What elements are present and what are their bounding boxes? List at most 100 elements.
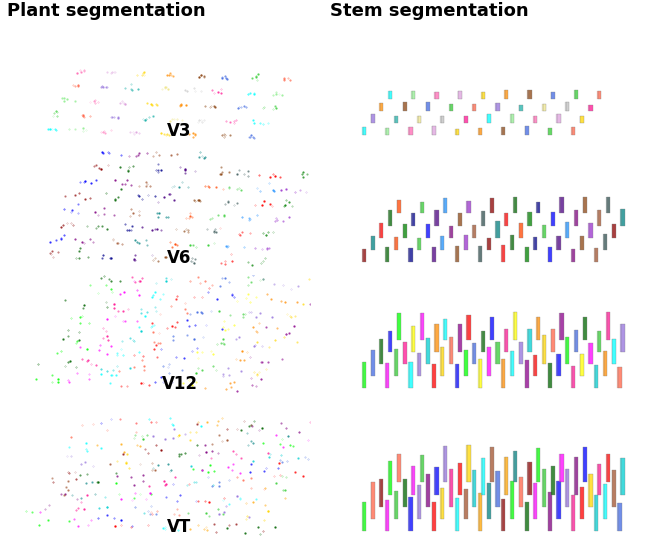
Bar bbox=[548, 362, 552, 388]
Bar bbox=[417, 116, 418, 124]
Text: Stem segmentation: Stem segmentation bbox=[330, 2, 529, 20]
Bar bbox=[417, 485, 418, 519]
Bar bbox=[411, 326, 412, 352]
Bar bbox=[388, 461, 389, 495]
Bar bbox=[403, 341, 407, 364]
Bar bbox=[473, 343, 477, 364]
Bar bbox=[504, 328, 505, 352]
Bar bbox=[488, 238, 491, 250]
Bar bbox=[580, 486, 584, 519]
Bar bbox=[598, 331, 601, 352]
Bar bbox=[490, 317, 494, 340]
Bar bbox=[444, 198, 447, 214]
Bar bbox=[459, 91, 462, 99]
Bar bbox=[606, 312, 607, 340]
Bar bbox=[440, 488, 441, 519]
Bar bbox=[620, 324, 621, 352]
Bar bbox=[362, 249, 366, 262]
Bar bbox=[481, 330, 482, 352]
Bar bbox=[551, 466, 555, 495]
Bar bbox=[579, 354, 580, 376]
Bar bbox=[560, 313, 564, 340]
Text: VT: VT bbox=[168, 518, 191, 536]
Bar bbox=[417, 238, 418, 250]
Bar bbox=[565, 338, 566, 364]
Bar bbox=[482, 211, 485, 226]
Bar bbox=[435, 210, 439, 226]
Bar bbox=[519, 342, 523, 364]
Bar bbox=[527, 329, 528, 352]
Bar bbox=[621, 209, 624, 226]
Bar bbox=[551, 329, 555, 352]
Bar bbox=[537, 201, 541, 214]
Bar bbox=[380, 103, 383, 111]
Bar bbox=[409, 362, 412, 388]
Bar bbox=[389, 461, 392, 495]
Bar bbox=[459, 463, 462, 495]
Bar bbox=[597, 331, 598, 352]
Bar bbox=[467, 445, 471, 483]
Bar bbox=[389, 91, 392, 99]
Bar bbox=[380, 479, 383, 507]
Bar bbox=[542, 335, 543, 364]
Bar bbox=[618, 503, 622, 531]
Bar bbox=[380, 223, 383, 238]
Bar bbox=[620, 209, 621, 226]
Bar bbox=[612, 224, 616, 238]
Bar bbox=[571, 127, 572, 136]
Bar bbox=[534, 484, 537, 519]
Bar bbox=[519, 477, 523, 507]
Bar bbox=[510, 235, 511, 250]
Bar bbox=[389, 330, 392, 352]
Bar bbox=[395, 491, 398, 519]
Bar bbox=[418, 352, 421, 376]
Bar bbox=[542, 469, 543, 507]
Bar bbox=[395, 349, 398, 376]
Bar bbox=[397, 313, 401, 340]
Bar bbox=[579, 236, 580, 250]
Bar bbox=[371, 350, 372, 376]
Bar bbox=[620, 458, 621, 495]
Bar bbox=[502, 245, 506, 262]
Bar bbox=[537, 317, 541, 340]
Bar bbox=[536, 201, 537, 214]
Bar bbox=[482, 330, 485, 352]
Bar bbox=[595, 495, 599, 531]
Bar bbox=[496, 341, 500, 364]
Bar bbox=[473, 225, 477, 238]
Bar bbox=[435, 323, 439, 352]
Bar bbox=[464, 350, 468, 376]
Bar bbox=[603, 234, 604, 250]
Bar bbox=[543, 469, 546, 507]
Bar bbox=[411, 213, 412, 226]
Bar bbox=[395, 237, 398, 250]
Bar bbox=[550, 212, 551, 226]
Bar bbox=[386, 247, 389, 262]
Bar bbox=[386, 500, 389, 531]
Bar bbox=[583, 317, 587, 340]
Bar bbox=[572, 249, 575, 262]
Bar bbox=[481, 458, 482, 495]
Bar bbox=[418, 485, 421, 519]
Bar bbox=[505, 90, 508, 99]
Bar bbox=[580, 116, 584, 124]
Bar bbox=[487, 483, 488, 519]
Bar bbox=[525, 126, 529, 136]
Bar bbox=[409, 497, 412, 531]
Bar bbox=[551, 212, 555, 226]
Bar bbox=[556, 481, 557, 519]
Bar bbox=[394, 349, 395, 376]
Bar bbox=[371, 114, 372, 124]
Bar bbox=[432, 247, 436, 262]
Bar bbox=[557, 481, 560, 519]
Bar bbox=[420, 312, 424, 340]
Bar bbox=[426, 224, 430, 238]
Bar bbox=[510, 481, 511, 519]
Bar bbox=[385, 128, 386, 136]
Bar bbox=[403, 102, 407, 111]
Bar bbox=[496, 104, 500, 111]
Bar bbox=[565, 102, 566, 111]
Bar bbox=[386, 363, 389, 388]
Bar bbox=[510, 114, 511, 124]
Bar bbox=[566, 222, 570, 238]
